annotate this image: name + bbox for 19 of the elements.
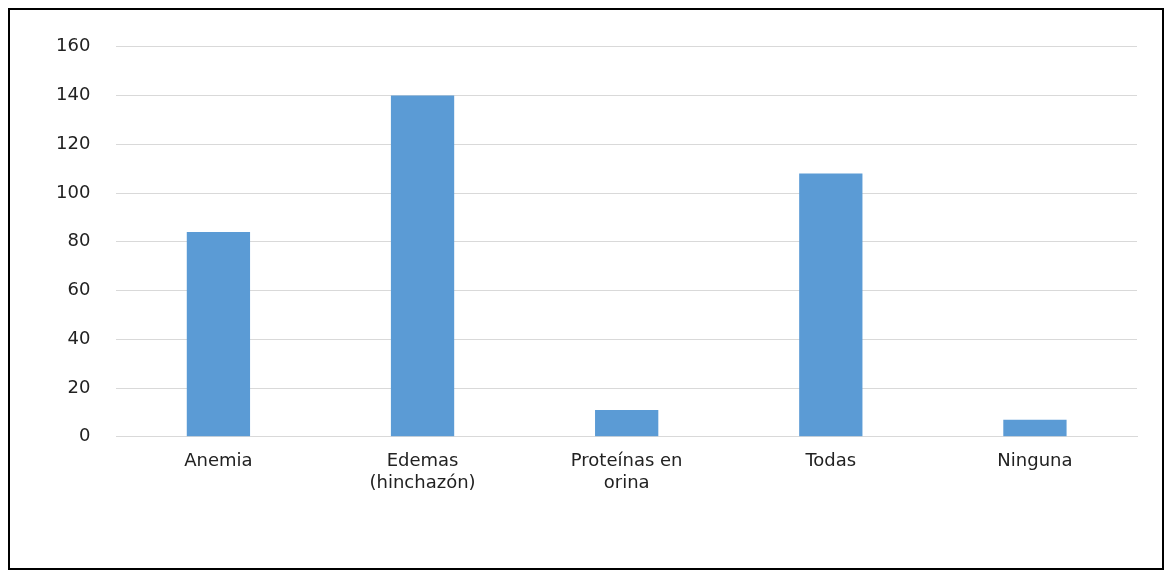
bar (390, 95, 455, 437)
x-tick-label: Ninguna (997, 449, 1073, 471)
bar (799, 173, 863, 437)
y-tick-label: 40 (67, 326, 91, 348)
bar (1003, 419, 1067, 437)
y-tick-label: 60 (67, 278, 91, 300)
y-tick-label: 160 (56, 34, 91, 56)
y-tick-label: 100 (56, 180, 91, 202)
x-tick-label: Edemas (hinchazón) (369, 449, 476, 492)
x-tick-label: Todas (804, 449, 857, 471)
y-tick-label: 120 (56, 131, 91, 153)
y-tick-label: 80 (67, 229, 91, 251)
y-tick-label: 0 (78, 424, 91, 446)
x-tick-label: Proteínas en orina (570, 449, 683, 492)
bar (595, 409, 659, 437)
y-tick-label: 20 (67, 375, 91, 397)
bar (186, 232, 251, 437)
y-tick-label: 140 (56, 83, 91, 105)
x-tick-label: Anemia (184, 449, 253, 471)
